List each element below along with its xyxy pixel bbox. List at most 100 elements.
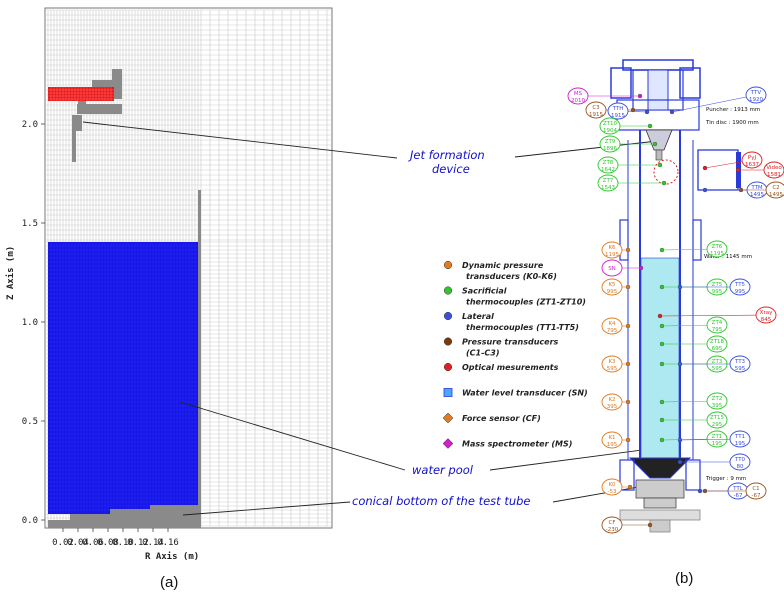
sensor-bubble-id: ZT15 bbox=[710, 415, 725, 421]
sensor-bubble-height: 1915 bbox=[611, 113, 625, 119]
test-tube-apparatus bbox=[610, 59, 744, 533]
sensor-bubble-id: ZT8 bbox=[603, 160, 614, 166]
sensor-bubble-height: 1915 bbox=[589, 112, 603, 118]
legend-text-line2: transducers (K0-K6) bbox=[466, 272, 557, 281]
z-tick-label: 0.0 bbox=[22, 516, 38, 526]
sensor-bubble-id: TTV bbox=[750, 90, 762, 96]
z-axis-ticks: 0.0 0.5 1.0 1.5 2.0 bbox=[22, 120, 45, 526]
jet-mesh bbox=[48, 87, 114, 101]
z-tick-label: 1.0 bbox=[22, 318, 38, 328]
legend-text-line1: Mass spectrometer (MS) bbox=[462, 440, 572, 449]
legend-text-line2: thermocouples (TT1-TT5) bbox=[466, 323, 579, 332]
legend-text-line1: Dynamic pressure bbox=[462, 261, 544, 270]
sensor-bubble-id: Video bbox=[766, 165, 782, 171]
sensor-bubble-height: 1896 bbox=[603, 146, 617, 152]
x-tick-label: 0.14 bbox=[142, 538, 164, 548]
legend-text-line1: Lateral bbox=[462, 312, 494, 321]
legend-text-line1: Water level transducer (SN) bbox=[462, 389, 588, 398]
callout-annotations: Jet formation device water pool conical … bbox=[82, 121, 667, 516]
sensor-bubble-id: ZT1 bbox=[712, 434, 723, 440]
sensor-bubble-height: 1195 bbox=[605, 252, 619, 258]
z-axis-label: Z Axis (m) bbox=[5, 246, 16, 300]
sensor-bubble-id: ZT7 bbox=[603, 178, 614, 184]
legend-item: Mass spectrometer (MS) bbox=[442, 438, 572, 449]
sensor-bubble-id: K5 bbox=[608, 282, 616, 288]
sensor-bubble-height: -53 bbox=[608, 489, 617, 495]
sensor-bubble-height: 995 bbox=[712, 289, 723, 295]
legend-text-line1: Pressure transducers bbox=[462, 338, 559, 347]
sensor-bubble-id: ZT3 bbox=[712, 359, 723, 365]
x-axis-ticks: 0.020.040.060.080.100.120.140.16 bbox=[52, 528, 179, 548]
sensor-bubble-height: 195 bbox=[712, 441, 723, 447]
sensor-bubble-height: 995 bbox=[735, 289, 746, 295]
x-tick-label: 0.06 bbox=[82, 538, 104, 548]
sensor-bubble-id: ZT4 bbox=[712, 320, 723, 326]
legend-marker-icon bbox=[443, 260, 453, 270]
sensor-bubble-id: C3 bbox=[592, 105, 600, 111]
sensor-bubble: C1-67 bbox=[745, 482, 767, 500]
sensor-bubbles: MS2010C31915TTH1915TTV1920ZT101904ZT9189… bbox=[567, 86, 784, 534]
sensor-bubble-id: ZT10 bbox=[603, 121, 618, 127]
sensor-bubble-height: 1920 bbox=[749, 97, 763, 103]
sensor-bubble-id: ZT2 bbox=[712, 396, 723, 402]
sensor-bubble-height: 1495 bbox=[769, 192, 783, 198]
x-tick-label: 0.02 bbox=[52, 538, 74, 548]
sensor-bubble-id: C1 bbox=[752, 486, 759, 492]
legend-item: Lateral thermocouples (TT1-TT5) bbox=[443, 311, 579, 332]
legend-marker-icon bbox=[442, 412, 454, 424]
x-tick-label: 0.12 bbox=[127, 538, 149, 548]
sensor-bubble-id: TT0 bbox=[734, 457, 746, 463]
legend-text-line2: (C1-C3) bbox=[466, 349, 500, 358]
legend-text-line2: thermocouples (ZT1-ZT10) bbox=[466, 298, 586, 307]
sensor-bubble-id: TTH bbox=[612, 106, 624, 112]
water-column bbox=[640, 257, 680, 459]
legend-text-line1: Force sensor (CF) bbox=[462, 414, 541, 423]
legend-marker-icon bbox=[443, 337, 453, 346]
sensor-bubble-id: ZT6 bbox=[712, 244, 723, 250]
sensor-bubble-height: 395 bbox=[712, 403, 723, 409]
sensor-bubble-id: ZT18 bbox=[710, 339, 725, 345]
legend-item: Force sensor (CF) bbox=[442, 412, 541, 424]
sensor-bubble: CF-230 bbox=[601, 516, 623, 534]
sensor-bubble-height: 995 bbox=[607, 289, 618, 295]
jet-formation-device bbox=[72, 69, 122, 162]
sensor-bubble-height: 1637 bbox=[745, 162, 759, 168]
sensor-bubble-id: PyJ bbox=[748, 155, 757, 161]
panel-b-label: (b) bbox=[675, 570, 693, 587]
sensor-bubble-height: 2010 bbox=[571, 98, 585, 104]
note-tin-disc: Tin disc : 1900 mm bbox=[705, 120, 759, 126]
sensor-bubble-id: MS bbox=[574, 91, 583, 97]
legend-text-line1: Sacrificial bbox=[462, 287, 507, 296]
sensor-bubble-height: -67 bbox=[734, 493, 743, 499]
sensor-bubble-id: K6 bbox=[608, 245, 616, 251]
sensor-bubble: K0-53 bbox=[601, 478, 623, 496]
sensor-bubble-id: K1 bbox=[608, 435, 615, 441]
x-axis-label: R Axis (m) bbox=[145, 551, 199, 562]
sensor-bubble: SN bbox=[601, 259, 623, 277]
sensor-bubble-height: 795 bbox=[712, 327, 723, 333]
legend-item: Sacrificial thermocouples (ZT1-ZT10) bbox=[443, 286, 586, 307]
sensor-bubble-id: C2 bbox=[772, 185, 779, 191]
legend-marker-icon bbox=[443, 286, 453, 295]
conical-bottom-region bbox=[48, 505, 198, 528]
tube-wall-strip bbox=[198, 190, 201, 528]
callout-conical-bottom: conical bottom of the test tube bbox=[352, 494, 531, 508]
note-puncher: Puncher : 1913 mm bbox=[706, 107, 760, 113]
sensor-bubble-height: 595 bbox=[735, 366, 746, 372]
panel-a-label: (a) bbox=[160, 574, 178, 591]
sensor-bubble-height: 845 bbox=[761, 317, 772, 323]
